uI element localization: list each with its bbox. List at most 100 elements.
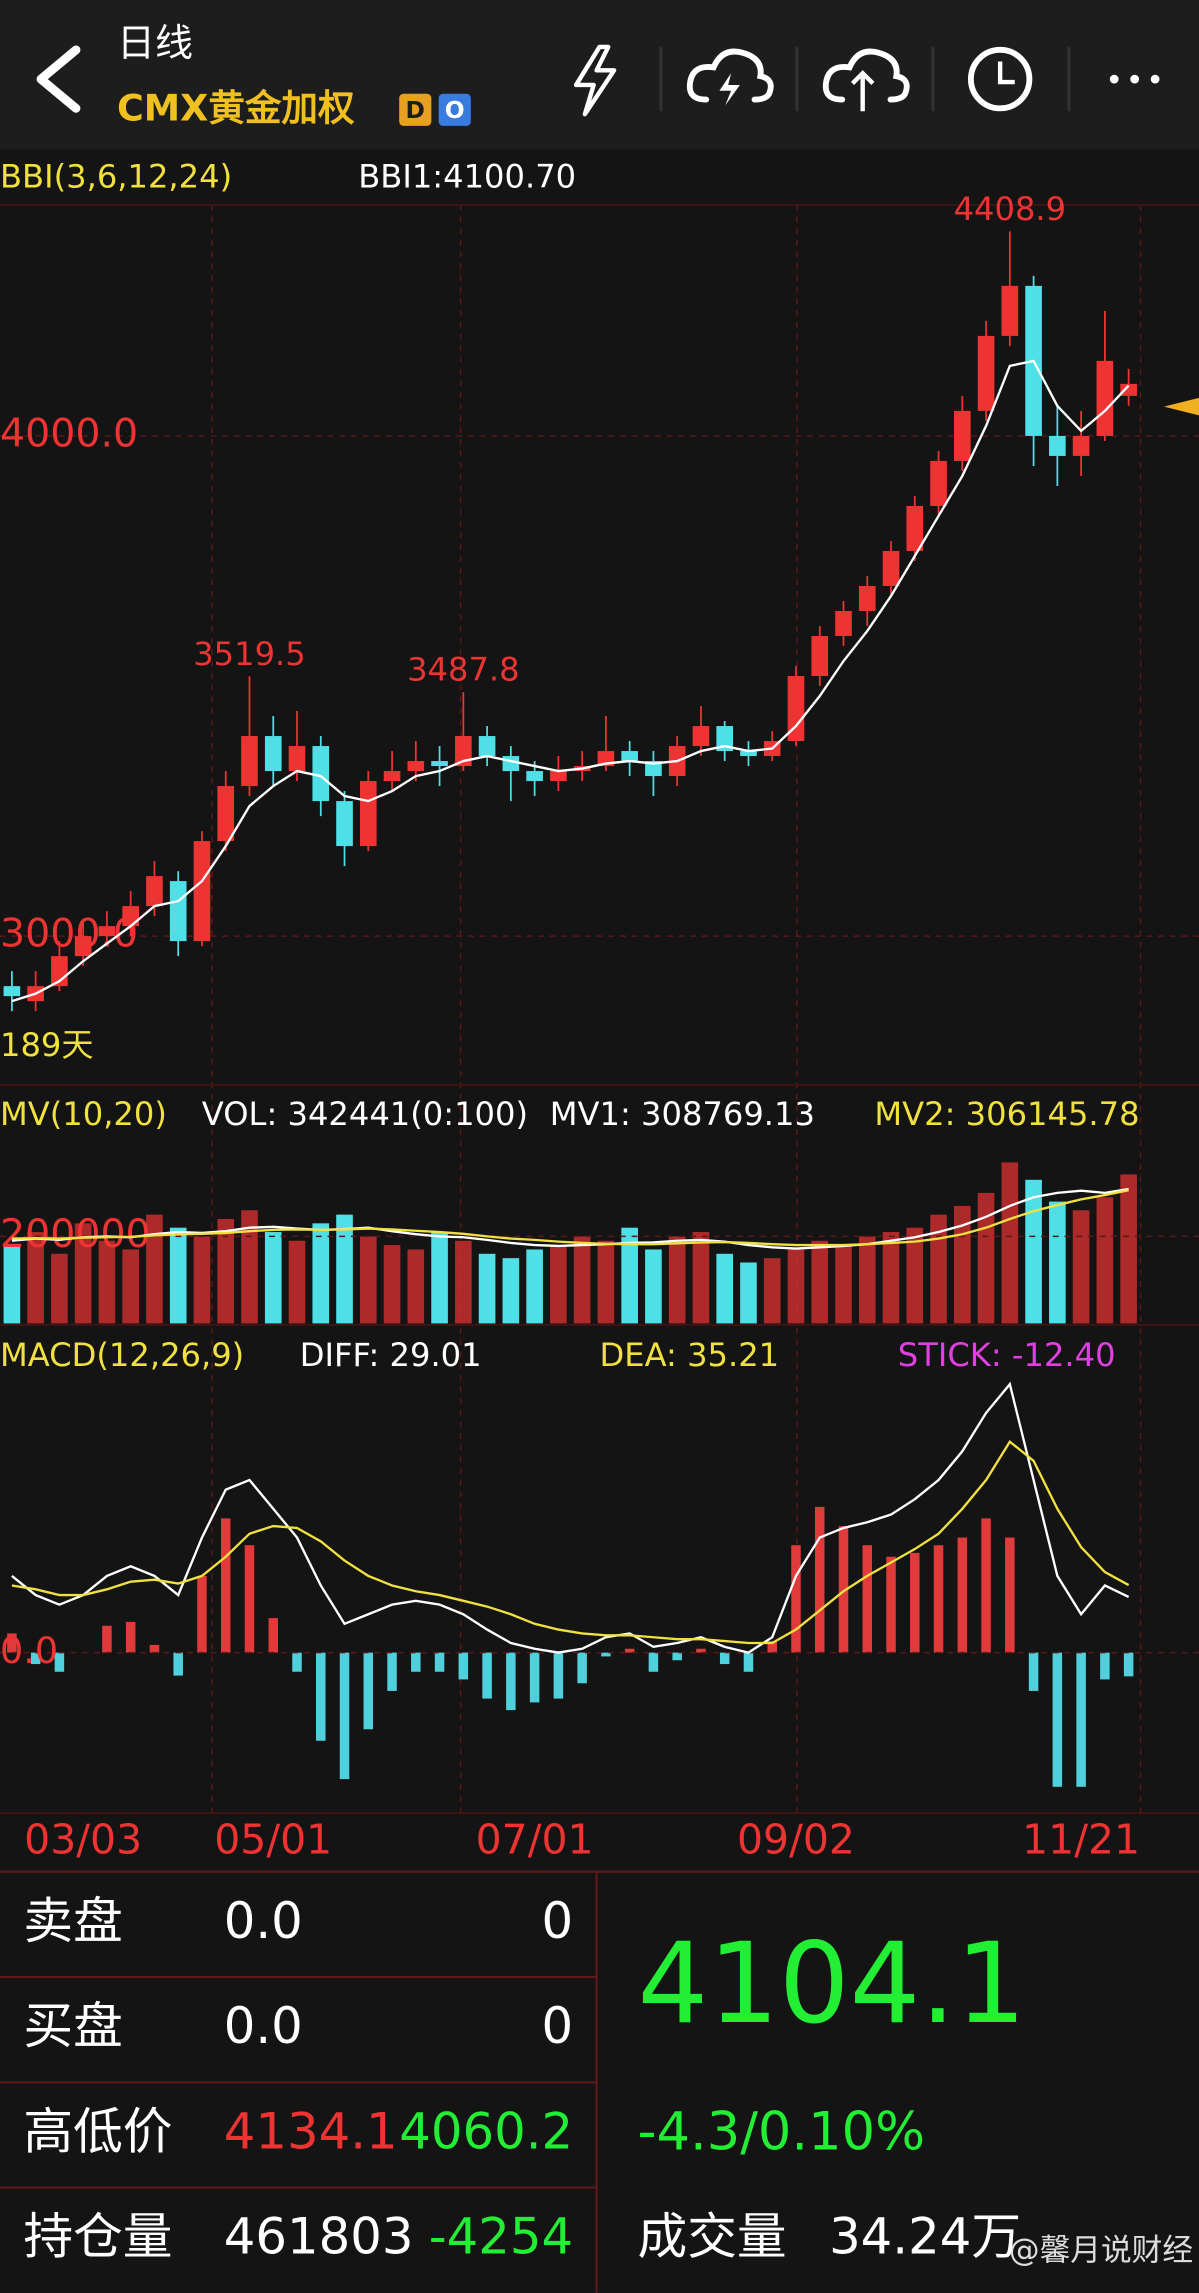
macd-bar	[648, 1652, 659, 1672]
macd-bar	[672, 1652, 682, 1661]
last-price: 4104.1	[638, 1920, 1027, 2049]
legend-entry: DEA: 35.21	[599, 1336, 779, 1374]
y-tick-label: 3000.0	[0, 911, 138, 957]
macd-bar	[125, 1621, 136, 1653]
row-price: 0.0	[224, 1892, 303, 1950]
volume-bar	[858, 1236, 876, 1324]
candle-body	[1120, 383, 1137, 396]
row-amount: 0	[542, 1997, 574, 2055]
quote-panel: 卖盘 0.0 0 买盘 0.0 0 高低价 4134.1 4060.2 持仓量 461803 -425…	[23, 1892, 573, 2266]
period: 日线	[117, 21, 193, 65]
candle-body	[811, 636, 829, 677]
panel-title: BBI(3,6,12,24)	[0, 158, 232, 196]
volume-bar	[74, 1223, 92, 1324]
candle-body	[122, 906, 139, 927]
flash-icon[interactable]	[573, 44, 617, 117]
volume-bar	[645, 1249, 662, 1324]
macd-bar	[529, 1652, 540, 1703]
macd-bar	[910, 1552, 920, 1653]
volume-bar	[1072, 1210, 1090, 1324]
volume-bar	[740, 1262, 757, 1324]
macd-bar	[316, 1652, 326, 1741]
candle-body	[502, 756, 520, 772]
volume-bar	[906, 1227, 924, 1324]
volume-bar	[431, 1232, 448, 1324]
volume-bar	[763, 1258, 781, 1324]
macd-bar	[54, 1652, 65, 1672]
quote-grid	[0, 1870, 1199, 2293]
macd-bar	[363, 1652, 374, 1730]
macd-bar	[197, 1575, 207, 1653]
candle-body	[3, 986, 21, 997]
more-icon[interactable]	[1109, 74, 1160, 84]
macd-bar	[957, 1537, 968, 1653]
macd-bar	[482, 1652, 492, 1699]
macd-bar	[1028, 1652, 1039, 1691]
y-tick-label: 4000.0	[0, 410, 138, 456]
macd-bar	[886, 1556, 896, 1653]
macd-bar	[743, 1652, 754, 1672]
candle-body	[906, 505, 924, 551]
cloud-sync-icon[interactable]	[822, 48, 910, 103]
badge-bg	[399, 93, 432, 126]
volume-bar	[98, 1240, 116, 1324]
macd-bar	[1076, 1652, 1086, 1787]
volume-bar	[811, 1240, 829, 1324]
volume-bar	[3, 1245, 21, 1324]
row-label: 高低价	[23, 2102, 172, 2160]
volume-bar	[169, 1227, 187, 1324]
legend-entry: DIFF: 29.01	[300, 1336, 482, 1374]
macd-bar	[981, 1518, 991, 1653]
macd-bar	[719, 1652, 730, 1665]
candle-body	[526, 771, 543, 782]
volume-bar	[264, 1232, 282, 1324]
y-tick-label: 200000	[0, 1211, 151, 1257]
macd-bar	[1123, 1652, 1134, 1677]
volume-bar	[882, 1232, 900, 1324]
volume-bar	[668, 1236, 686, 1324]
row-price: 0.0	[224, 1997, 303, 2055]
macd-bar	[506, 1652, 516, 1711]
candle-body	[264, 736, 282, 772]
clock-icon[interactable]	[967, 46, 1033, 112]
volume-bar	[977, 1192, 995, 1324]
candle-body	[98, 926, 116, 937]
volume-bar	[526, 1249, 543, 1324]
macd-bar	[292, 1652, 302, 1672]
candle-body	[217, 786, 235, 842]
row-price: 461803	[224, 2208, 414, 2266]
candle-body	[1049, 435, 1066, 456]
volume-bar	[336, 1214, 353, 1324]
x-tick-label: 05/01	[214, 1816, 332, 1864]
legend-entry: BBI1:4100.70	[358, 158, 576, 196]
indicator-line	[11, 1381, 1130, 1654]
current-price-marker	[1163, 397, 1199, 416]
cloud-icon[interactable]	[686, 48, 774, 103]
volume-bar	[51, 1253, 68, 1324]
candle-body	[716, 726, 734, 752]
legend-entry: MV2: 306145.78	[874, 1095, 1139, 1133]
macd-bar	[577, 1652, 587, 1684]
macd-bar	[791, 1545, 801, 1653]
volume-bar	[597, 1240, 615, 1324]
candle-body	[169, 881, 187, 942]
macd-bar	[601, 1652, 611, 1657]
volume-bar	[550, 1245, 567, 1324]
volume-bar	[122, 1249, 139, 1324]
cloud-sync-arrow	[850, 70, 875, 112]
macd-bar	[862, 1545, 873, 1653]
macd-bar	[387, 1652, 397, 1691]
back-button[interactable]	[36, 45, 81, 113]
candle-body	[835, 610, 852, 637]
panel-title: MV(10,20)	[0, 1095, 167, 1133]
badge-bg	[438, 93, 471, 126]
y-tick-label: 0.0	[0, 1629, 58, 1672]
volume-bar	[835, 1245, 852, 1324]
macd-bar	[149, 1644, 160, 1653]
row-label: 买盘	[23, 1997, 122, 2055]
candle-body	[953, 410, 971, 461]
candle-body	[550, 771, 567, 782]
panel-dividers	[0, 204, 1199, 1814]
row-price: 4134.1	[224, 2102, 398, 2160]
